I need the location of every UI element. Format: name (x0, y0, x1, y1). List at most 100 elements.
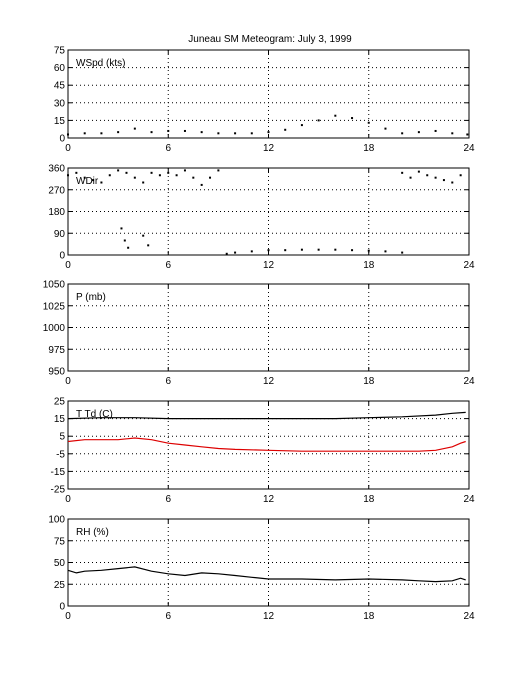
data-point (83, 176, 86, 179)
x-tick-label: 18 (363, 611, 375, 622)
data-point (100, 181, 103, 184)
data-point (267, 131, 270, 134)
data-point (217, 132, 220, 135)
data-point (120, 227, 123, 230)
data-point (317, 248, 320, 251)
data-point (125, 171, 128, 174)
data-point (300, 124, 303, 127)
data-point (409, 176, 412, 179)
y-tick-label: 0 (59, 134, 65, 145)
y-tick-label: 100 (48, 515, 65, 526)
data-point (234, 251, 237, 254)
x-tick-label: 18 (363, 494, 375, 505)
data-point (127, 246, 130, 249)
data-point (300, 248, 303, 251)
data-point (367, 249, 370, 252)
x-tick-label: 24 (463, 611, 475, 622)
y-tick-label: 75 (54, 46, 66, 57)
x-tick-label: 0 (65, 494, 71, 505)
x-tick-label: 24 (463, 494, 475, 505)
y-tick-label: 5 (59, 432, 65, 443)
panel-rh: 0 25 50 75 100 0 6 12 18 24 RH (%) (48, 515, 475, 623)
x-tick-label: 0 (65, 611, 71, 622)
data-point (100, 132, 103, 135)
x-tick-label: 24 (463, 143, 475, 154)
y-tick-label: -5 (56, 449, 65, 460)
series-line (67, 411, 466, 420)
y-tick-label: 45 (54, 81, 66, 92)
x-tick-label: 0 (65, 260, 71, 271)
data-point (250, 132, 253, 135)
data-point (367, 121, 370, 124)
data-point (217, 169, 220, 172)
panel-temp-dewpoint: -25 -15 -5 5 15 25 0 6 12 18 24 T Td (C) (51, 397, 475, 506)
data-point (108, 174, 111, 177)
data-point (123, 239, 126, 242)
x-tick-label: 18 (363, 376, 375, 387)
x-tick-label: 12 (263, 143, 275, 154)
data-point (434, 129, 437, 132)
data-point (351, 117, 354, 120)
data-point (167, 171, 170, 174)
y-tick-label: 0 (59, 602, 65, 613)
panel-label: WSpd (kts) (76, 58, 125, 69)
data-point (451, 181, 454, 184)
y-tick-label: 1050 (43, 280, 66, 291)
data-point (200, 131, 203, 134)
data-point (434, 176, 437, 179)
series-line (67, 566, 466, 583)
x-tick-label: 24 (463, 260, 475, 271)
x-tick-label: 6 (165, 143, 171, 154)
data-point (167, 129, 170, 132)
x-tick-label: 6 (165, 494, 171, 505)
series-line (67, 437, 466, 452)
data-point (267, 249, 270, 252)
data-point (334, 248, 337, 251)
panel-wspd: 0 15 30 45 60 75 0 6 12 18 24 WSpd (kts) (54, 46, 475, 155)
data-point (75, 171, 78, 174)
data-point (459, 174, 462, 177)
data-point (250, 250, 253, 253)
data-point (150, 171, 153, 174)
y-tick-label: 30 (54, 98, 66, 109)
panel-label: RH (%) (76, 527, 109, 538)
data-point (426, 174, 429, 177)
data-point (142, 234, 145, 237)
data-point (133, 127, 136, 130)
data-point (200, 183, 203, 186)
data-point (334, 114, 337, 117)
x-tick-label: 0 (65, 376, 71, 387)
data-point (175, 174, 178, 177)
data-point (417, 131, 420, 134)
y-tick-label: 15 (54, 414, 66, 425)
data-point (284, 128, 287, 131)
x-tick-label: 12 (263, 260, 275, 271)
x-tick-label: 0 (65, 143, 71, 154)
data-point (401, 171, 404, 174)
x-tick-label: 18 (363, 143, 375, 154)
x-tick-label: 18 (363, 260, 375, 271)
y-tick-label: 90 (54, 229, 66, 240)
data-point (192, 176, 195, 179)
x-tick-label: 12 (263, 611, 275, 622)
panel-label: WDir (76, 176, 99, 187)
data-point (234, 132, 237, 135)
panel-wdir: 0 90 180 270 360 0 6 12 18 24 WDir (48, 164, 475, 272)
data-point (225, 252, 228, 255)
data-point (150, 131, 153, 134)
data-point (183, 169, 186, 172)
y-tick-label: 975 (48, 345, 65, 356)
data-point (142, 181, 145, 184)
data-point (158, 174, 161, 177)
x-tick-label: 12 (263, 494, 275, 505)
x-tick-label: 6 (165, 260, 171, 271)
data-point (451, 132, 454, 135)
data-point (183, 129, 186, 132)
x-tick-label: 6 (165, 376, 171, 387)
panel-label: P (mb) (76, 292, 106, 303)
data-point (147, 244, 150, 247)
y-tick-label: 25 (54, 397, 66, 408)
